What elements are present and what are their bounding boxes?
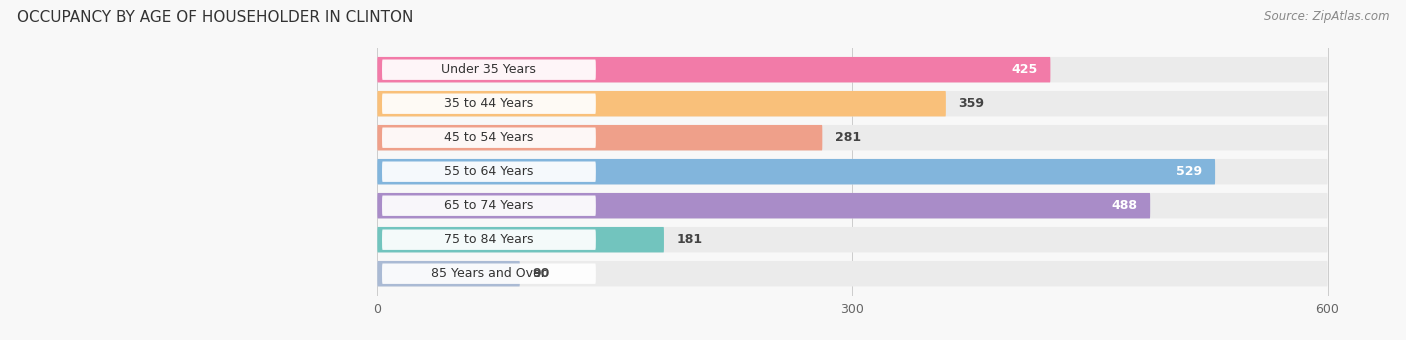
Text: OCCUPANCY BY AGE OF HOUSEHOLDER IN CLINTON: OCCUPANCY BY AGE OF HOUSEHOLDER IN CLINT… <box>17 10 413 25</box>
FancyBboxPatch shape <box>377 261 1327 286</box>
FancyBboxPatch shape <box>377 159 1215 184</box>
FancyBboxPatch shape <box>382 264 596 284</box>
FancyBboxPatch shape <box>377 125 1327 150</box>
Text: Under 35 Years: Under 35 Years <box>441 63 536 76</box>
Text: 35 to 44 Years: 35 to 44 Years <box>444 97 533 110</box>
FancyBboxPatch shape <box>377 159 1327 184</box>
FancyBboxPatch shape <box>377 261 520 286</box>
Text: 425: 425 <box>1011 63 1038 76</box>
Text: 359: 359 <box>959 97 984 110</box>
Text: 45 to 54 Years: 45 to 54 Years <box>444 131 534 144</box>
Text: 529: 529 <box>1177 165 1202 178</box>
Text: 488: 488 <box>1112 199 1137 212</box>
FancyBboxPatch shape <box>377 227 1327 252</box>
Text: 181: 181 <box>676 233 703 246</box>
FancyBboxPatch shape <box>377 91 1327 116</box>
FancyBboxPatch shape <box>382 59 596 80</box>
Text: Source: ZipAtlas.com: Source: ZipAtlas.com <box>1264 10 1389 23</box>
FancyBboxPatch shape <box>382 94 596 114</box>
FancyBboxPatch shape <box>382 128 596 148</box>
Text: 90: 90 <box>533 267 550 280</box>
Text: 55 to 64 Years: 55 to 64 Years <box>444 165 534 178</box>
FancyBboxPatch shape <box>377 193 1150 219</box>
FancyBboxPatch shape <box>377 227 664 252</box>
FancyBboxPatch shape <box>382 162 596 182</box>
Text: 65 to 74 Years: 65 to 74 Years <box>444 199 534 212</box>
FancyBboxPatch shape <box>377 193 1327 219</box>
FancyBboxPatch shape <box>377 125 823 150</box>
FancyBboxPatch shape <box>377 57 1327 82</box>
Text: 281: 281 <box>835 131 860 144</box>
FancyBboxPatch shape <box>377 57 1050 82</box>
FancyBboxPatch shape <box>382 230 596 250</box>
FancyBboxPatch shape <box>377 91 946 116</box>
FancyBboxPatch shape <box>382 195 596 216</box>
Text: 75 to 84 Years: 75 to 84 Years <box>444 233 534 246</box>
Text: 85 Years and Over: 85 Years and Over <box>432 267 547 280</box>
